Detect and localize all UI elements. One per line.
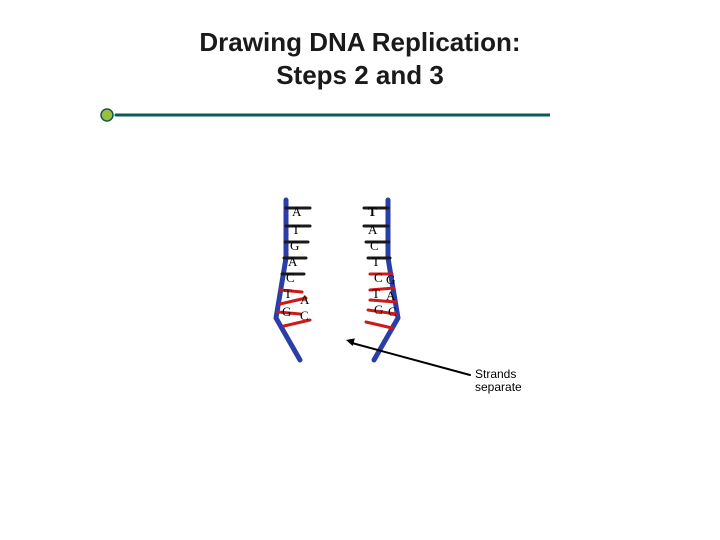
base-label: G bbox=[386, 272, 395, 288]
base-label: T bbox=[372, 286, 380, 302]
title-line2: Steps 2 and 3 bbox=[276, 60, 444, 90]
caption-strands-separate: Strands separate bbox=[475, 368, 522, 393]
base-label: A bbox=[386, 288, 395, 304]
base-label: C bbox=[370, 238, 379, 254]
base-label: A bbox=[368, 222, 377, 238]
caption-line2: separate bbox=[475, 380, 522, 394]
base-label: C bbox=[300, 308, 309, 324]
base-label: G bbox=[374, 302, 383, 318]
base-label: G bbox=[282, 304, 291, 320]
base-label: G bbox=[290, 238, 299, 254]
base-label: C bbox=[374, 270, 383, 286]
base-label: C bbox=[286, 270, 295, 286]
dna-diagram: ATGACTAGCTACTCGTAGC Strands separate bbox=[270, 200, 520, 420]
title-underline bbox=[100, 108, 550, 122]
base-label: T bbox=[372, 254, 380, 270]
base-label: T bbox=[368, 204, 377, 220]
base-label: T bbox=[292, 222, 300, 238]
base-label: A bbox=[288, 254, 297, 270]
base-label: A bbox=[292, 204, 301, 220]
page-title: Drawing DNA Replication: Steps 2 and 3 bbox=[0, 0, 720, 91]
base-label: A bbox=[300, 292, 309, 308]
title-line1: Drawing DNA Replication: bbox=[199, 27, 520, 57]
base-label: T bbox=[284, 286, 292, 302]
base-label: C bbox=[388, 304, 397, 320]
